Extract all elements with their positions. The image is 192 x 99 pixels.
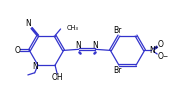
- Text: O: O: [14, 46, 20, 55]
- Text: O: O: [157, 52, 163, 61]
- Text: N: N: [76, 41, 81, 50]
- Text: N: N: [93, 41, 98, 50]
- Text: N: N: [150, 46, 155, 55]
- Text: −: −: [162, 53, 167, 58]
- Text: OH: OH: [52, 73, 64, 82]
- Text: O: O: [157, 40, 163, 49]
- Text: N: N: [32, 62, 38, 71]
- Text: +: +: [153, 45, 157, 50]
- Text: Br: Br: [113, 66, 122, 75]
- Text: N: N: [26, 19, 31, 28]
- Text: Br: Br: [113, 26, 122, 35]
- Text: CH₃: CH₃: [66, 25, 78, 31]
